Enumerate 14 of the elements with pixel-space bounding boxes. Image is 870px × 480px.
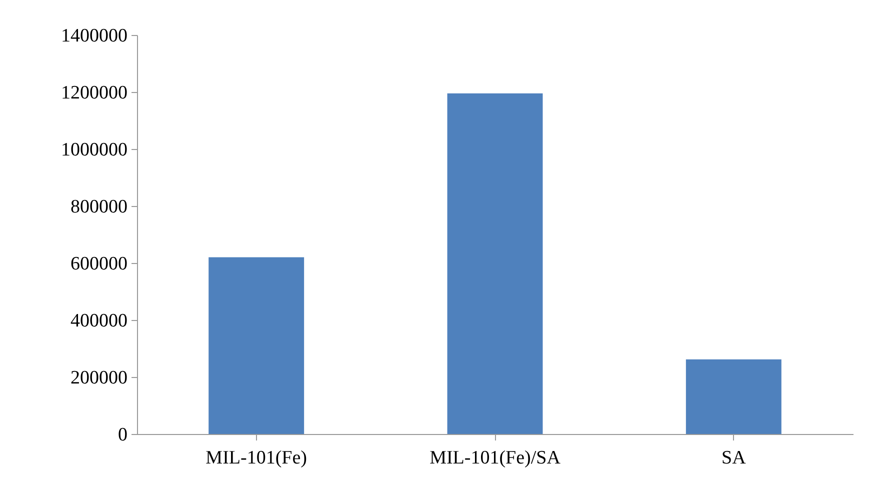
y-tick-label: 800000	[70, 196, 128, 218]
y-tick-label: 1400000	[61, 26, 128, 46]
bar	[208, 257, 304, 434]
y-tick-label: 200000	[70, 368, 128, 388]
x-tick-label: MIL-101(Fe)/SA	[430, 448, 561, 468]
y-tick-label: 0	[118, 424, 128, 446]
x-tick-label: SA	[722, 448, 746, 468]
y-tick-label: 600000	[70, 254, 128, 274]
y-tick-label: 1000000	[61, 140, 128, 160]
bar	[447, 93, 543, 434]
y-tick-label: 1200000	[61, 82, 128, 104]
x-tick-label: MIL-101(Fe)	[206, 448, 307, 468]
y-tick-label: 400000	[70, 310, 128, 332]
bar	[686, 359, 782, 434]
